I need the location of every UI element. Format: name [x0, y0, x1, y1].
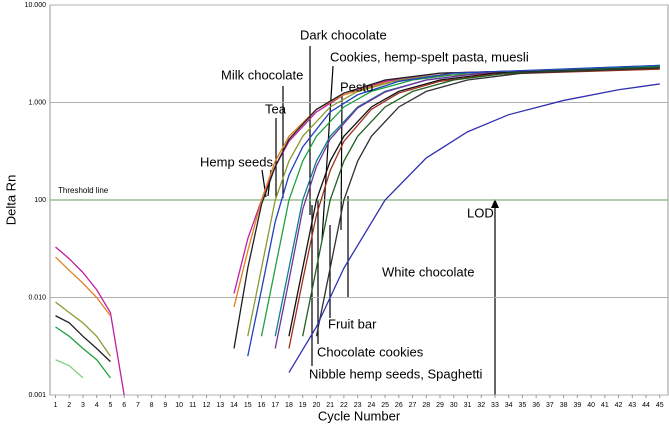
x-tick-label: 41 — [601, 402, 609, 409]
x-tick-label: 8 — [150, 402, 154, 409]
y-tick-label: 0.010 — [28, 294, 46, 301]
x-tick-label: 20 — [313, 402, 321, 409]
annotation: Fruit bar — [328, 316, 377, 331]
annotation: Dark chocolate — [300, 27, 387, 42]
x-tick-label: 22 — [340, 402, 348, 409]
y-tick-label: 0.001 — [28, 392, 46, 399]
x-tick-label: 27 — [409, 402, 417, 409]
annotation: LOD — [467, 205, 494, 220]
x-tick-label: 17 — [271, 402, 279, 409]
x-axis-label: Cycle Number — [318, 408, 401, 423]
x-tick-label: 31 — [464, 402, 472, 409]
x-tick-label: 40 — [587, 402, 595, 409]
x-tick-label: 37 — [546, 402, 554, 409]
x-tick-label: 26 — [395, 402, 403, 409]
x-tick-label: 6 — [122, 402, 126, 409]
x-tick-label: 2 — [67, 402, 71, 409]
y-tick-label: 100 — [34, 197, 46, 204]
x-tick-label: 39 — [573, 402, 581, 409]
x-tick-label: 45 — [656, 402, 664, 409]
x-tick-label: 34 — [505, 402, 513, 409]
amplification-curve — [315, 67, 660, 337]
annotation: Cookies, hemp-spelt pasta, muesli — [330, 49, 529, 64]
amplification-curve — [247, 64, 660, 357]
annotation: Nibble hemp seeds, Spaghetti — [309, 366, 483, 381]
x-tick-label: 25 — [381, 402, 389, 409]
x-tick-label: 23 — [354, 402, 362, 409]
x-tick-label: 32 — [477, 402, 485, 409]
x-tick-label: 4 — [95, 402, 99, 409]
x-tick-label: 21 — [326, 402, 334, 409]
x-tick-label: 30 — [450, 402, 458, 409]
x-tick-label: 29 — [436, 402, 444, 409]
amplification-curve — [55, 301, 111, 357]
annotation: Hemp seeds — [200, 154, 273, 169]
x-tick-label: 15 — [244, 402, 252, 409]
amplification-curve — [302, 66, 660, 337]
x-tick-label: 35 — [519, 402, 527, 409]
x-tick-label: 16 — [258, 402, 266, 409]
x-tick-label: 10 — [175, 402, 183, 409]
x-tick-label: 13 — [216, 402, 224, 409]
y-axis-label: Delta Rn — [3, 175, 18, 226]
x-tick-label: 19 — [299, 402, 307, 409]
x-tick-label: 33 — [491, 402, 499, 409]
annotation: Tea — [265, 101, 287, 116]
x-tick-label: 12 — [203, 402, 211, 409]
amplification-curve — [233, 66, 660, 349]
amplification-curve — [55, 256, 111, 317]
x-tick-label: 9 — [163, 402, 167, 409]
x-tick-label: 24 — [367, 402, 375, 409]
x-tick-label: 28 — [422, 402, 430, 409]
amplification-curve — [288, 83, 660, 373]
x-tick-label: 42 — [615, 402, 623, 409]
amplification-curve — [260, 64, 660, 337]
x-tick-label: 7 — [136, 402, 140, 409]
x-tick-label: 3 — [81, 402, 85, 409]
amplification-curve — [55, 326, 111, 379]
amplification-curve — [55, 246, 125, 396]
x-tick-label: 38 — [560, 402, 568, 409]
amplification-curve — [274, 66, 660, 349]
x-tick-label: 1 — [54, 402, 58, 409]
x-tick-label: 11 — [189, 402, 196, 409]
x-tick-label: 36 — [532, 402, 540, 409]
x-tick-label: 43 — [628, 402, 636, 409]
amplification-curve — [55, 315, 111, 363]
amplification-curve — [55, 359, 84, 379]
y-tick-label: 10.000 — [25, 2, 47, 9]
x-tick-label: 14 — [230, 402, 238, 409]
x-tick-label: 5 — [108, 402, 112, 409]
threshold-label: Threshold line — [58, 186, 109, 195]
y-tick-label: 1.000 — [28, 99, 46, 106]
amplification-curve — [288, 66, 660, 337]
x-tick-label: 18 — [285, 402, 293, 409]
annotation: Milk chocolate — [221, 67, 303, 82]
annotation: Pesto — [340, 79, 373, 94]
x-tick-label: 44 — [642, 402, 650, 409]
annotation: White chocolate — [382, 264, 475, 279]
annotation: Chocolate cookies — [317, 344, 424, 359]
